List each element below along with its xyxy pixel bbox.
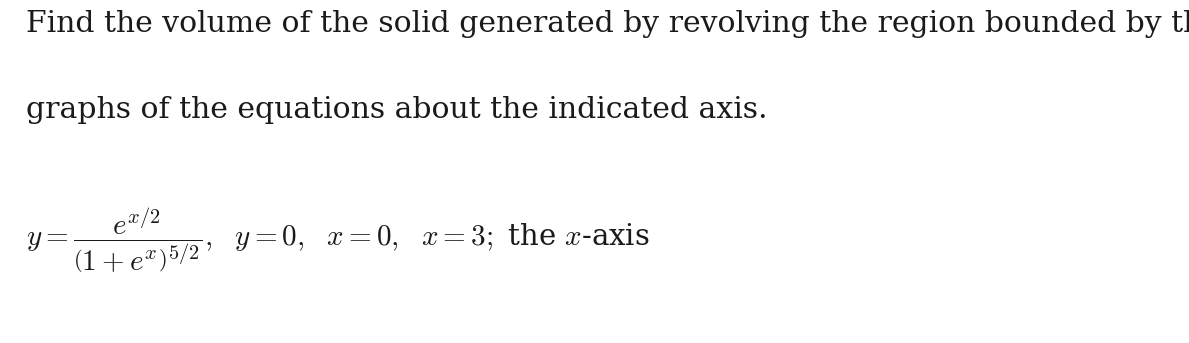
Text: graphs of the equations about the indicated axis.: graphs of the equations about the indica… <box>26 96 768 124</box>
Text: Find the volume of the solid generated by revolving the region bounded by the: Find the volume of the solid generated b… <box>26 10 1189 38</box>
Text: $y = \dfrac{e^{x/2}}{\left(1+e^x\right)^{5/2}},$$\ \ y=0,\ \ x=0,\ \ x=3;$ the $: $y = \dfrac{e^{x/2}}{\left(1+e^x\right)^… <box>26 205 650 275</box>
